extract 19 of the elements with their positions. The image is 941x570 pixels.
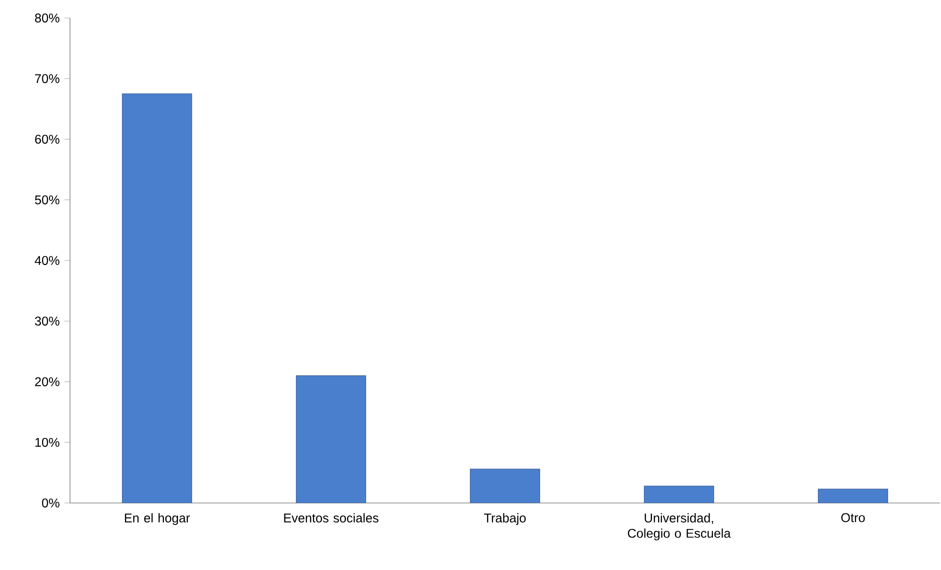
bar [470,468,540,503]
y-tick-label: 60% [35,134,60,144]
bar [644,486,714,503]
x-tick-label: Trabajo [484,513,526,525]
x-tick-label: Eventos sociales [284,513,378,522]
y-tick-label: 70% [35,74,60,84]
bar [818,488,888,503]
y-tick-label: 40% [34,256,60,265]
bar [122,94,192,503]
y-tick-label: 10% [35,438,60,447]
bar [296,375,366,503]
y-tick-label: 20% [35,377,60,386]
x-tick-label: En el hogar [124,513,190,525]
y-tick-label: 50% [34,195,60,204]
y-tick-label: 30% [34,316,60,326]
y-tick-label: 0% [42,498,60,508]
x-tick-label: Universidad, Colegio o Escuela [628,513,731,540]
x-tick-label: Otro [841,513,865,522]
y-tick-label: 80% [35,14,60,22]
